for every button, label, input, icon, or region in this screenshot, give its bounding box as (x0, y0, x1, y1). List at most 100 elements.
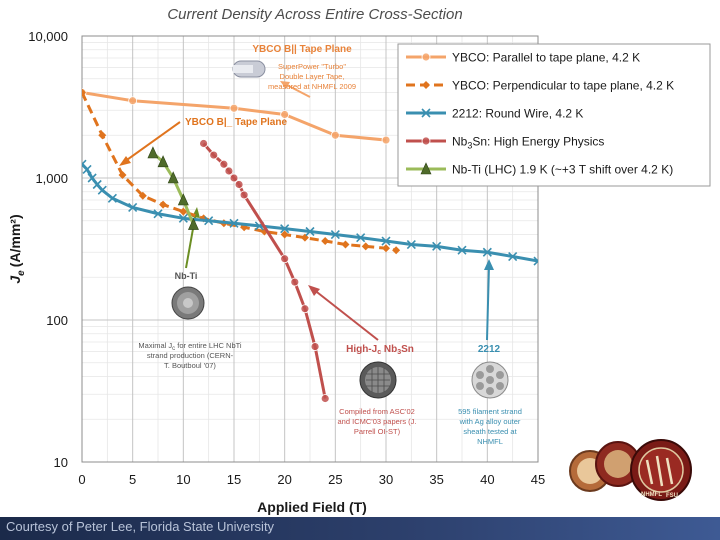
y-axis-ticks: 10 100 1,000 10,000 (28, 29, 68, 470)
legend: YBCO: Parallel to tape plane, 4.2 K YBCO:… (406, 51, 674, 177)
data-point (421, 108, 431, 118)
x-tick-label: 25 (328, 472, 342, 487)
data-point (421, 52, 431, 62)
data-point (280, 254, 290, 264)
series-4 (147, 146, 199, 230)
series-2 (82, 159, 538, 266)
data-point-stroke (381, 236, 391, 246)
arrow-ybco-par-head (280, 81, 290, 89)
x-tick-label: 10 (176, 472, 190, 487)
data-point (229, 173, 239, 183)
nb3sn-label-sub2: 3 (397, 349, 401, 356)
x-axis-ticks: 0 5 10 15 20 25 30 35 40 45 (78, 472, 545, 487)
chart-title: Current Density Across Entire Cross-Sect… (167, 6, 462, 23)
data-point (229, 103, 239, 113)
data-point (330, 130, 340, 140)
annotation-line-sub: c (172, 346, 175, 352)
data-point-stroke (92, 179, 102, 190)
legend-box (397, 43, 711, 187)
data-point (239, 190, 249, 200)
data-point (118, 170, 127, 179)
series-0 (82, 88, 391, 145)
data-point (361, 242, 370, 251)
bscco-cross-section (471, 361, 509, 399)
nb3sn-cross-section (359, 361, 397, 399)
footer-credit: Courtesy of Peter Lee, Florida State Uni… (6, 519, 275, 534)
y-tick-label: 100 (46, 313, 68, 328)
data-point-stroke (153, 209, 163, 219)
annotation-line: Compiled from ASC'02 (339, 407, 415, 416)
data-point (204, 216, 214, 226)
y-axis-label-sub: e (16, 270, 27, 276)
data-point (392, 246, 401, 255)
annotation-line: sheath tested at (463, 427, 517, 436)
legend-item: Nb3Sn: High Energy Physics (406, 135, 604, 151)
legend-label-part: Nb (452, 135, 468, 149)
data-point-stroke (482, 247, 492, 257)
legend-label: YBCO: Parallel to tape plane, 4.2 K (452, 51, 640, 65)
arrow-nb3sn (312, 288, 379, 341)
data-point-stroke (330, 229, 340, 240)
annotation-ybco-par-note: SuperPower "Turbo" Double Layer Tape, meas… (268, 62, 356, 91)
data-point-stroke (421, 108, 431, 118)
y-axis-label-j: J (7, 275, 23, 284)
data-point (82, 164, 92, 174)
data-point (533, 256, 538, 266)
legend-label: YBCO: Perpendicular to tape plane, 4.2 K (452, 79, 674, 93)
data-point (188, 217, 199, 230)
data-point (381, 236, 391, 246)
legend-label: Nb-Ti (LHC) 1.9 K (~+3 T shift over 4.2 … (452, 163, 673, 177)
annotation-2212-note: 595 filament strand with Ag alloy outer sh… (458, 407, 522, 446)
arrow-ybco-perp-head (119, 156, 131, 166)
data-point (234, 180, 244, 189)
series-3 (199, 139, 330, 403)
annotation-line: and ICMC'03 papers (J. (338, 417, 417, 426)
data-point-stroke (97, 185, 107, 195)
data-point (341, 240, 350, 249)
data-point-stroke (432, 241, 442, 251)
annotation-ybco-perp-head: YBCO B|_ Tape Plane (185, 117, 288, 128)
data-point (177, 193, 189, 206)
data-point (280, 230, 289, 239)
y-axis-label-units: (A/mm²) (7, 214, 23, 267)
arrow-2212 (486, 265, 490, 341)
data-point (87, 173, 97, 183)
data-point (356, 233, 366, 243)
data-point (159, 200, 168, 209)
data-point (420, 162, 432, 175)
legend-label-sub: 3 (467, 141, 472, 151)
data-point (128, 202, 138, 213)
data-point (310, 342, 320, 351)
arrow-nb3sn-head (308, 285, 320, 296)
data-point-stroke (178, 213, 188, 223)
data-point (209, 150, 219, 160)
arrow-ybco-perp (123, 121, 181, 163)
data-point (98, 131, 107, 140)
annotation-nbti-note: Maximal Jc for entire LHC NbTi strand pro… (138, 341, 242, 370)
series-line (82, 91, 387, 142)
tape-sample-icon (232, 60, 266, 78)
data-point (381, 135, 391, 145)
nhmfl-logo: NHMFL FSU (569, 439, 692, 501)
data-point (97, 185, 107, 195)
data-point (406, 239, 416, 250)
nbti-cross-section (171, 286, 205, 320)
data-point (167, 171, 179, 184)
legend-label: Nb3Sn: High Energy Physics (452, 135, 604, 151)
annotation-line: SuperPower "Turbo" (278, 62, 346, 71)
annotation-line: Double Layer Tape, (280, 72, 345, 81)
legend-item: Nb-Ti (LHC) 1.9 K (~+3 T shift over 4.2 … (406, 162, 673, 177)
annotation-nbti-label: Nb-Ti (175, 271, 198, 281)
data-point (157, 155, 169, 168)
data-point (290, 277, 300, 287)
data-point-stroke (82, 164, 92, 174)
annotation-nb3sn-note: Compiled from ASC'02 and ICMC'03 papers (… (338, 407, 417, 436)
data-point (224, 166, 234, 176)
data-point (153, 209, 163, 219)
logo-text-nhmfl: NHMFL (641, 492, 662, 498)
data-point-stroke (356, 233, 366, 243)
series-layer (82, 88, 538, 403)
annotation-line: measured at NHMFL 2009 (268, 82, 356, 91)
logo-text-fsu: FSU (666, 493, 678, 499)
